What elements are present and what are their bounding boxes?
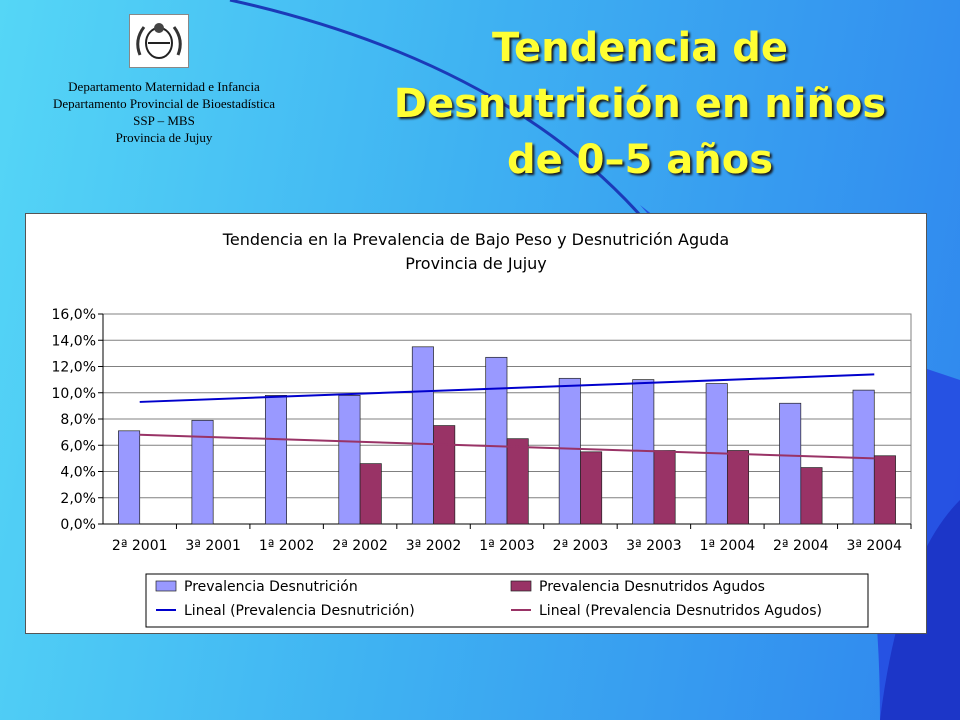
y-tick-label: 12,0% <box>52 360 96 376</box>
x-tick-label: 3ª 2002 <box>406 538 462 554</box>
x-tick-label: 2ª 2001 <box>112 538 168 554</box>
bar-prevalencia-desnutricion <box>485 356 508 525</box>
bar-prevalencia-agudos <box>800 467 823 525</box>
title-line: Tendencia de <box>492 25 788 71</box>
bar-prevalencia-agudos <box>727 450 750 525</box>
chart-container: Tendencia en la Prevalencia de Bajo Peso… <box>25 213 927 634</box>
x-tick-label: 1ª 2002 <box>259 538 315 554</box>
bar-prevalencia-desnutricion <box>338 395 361 525</box>
trendline <box>139 373 875 403</box>
bar-prevalencia-desnutricion <box>191 419 214 525</box>
x-tick-label: 2ª 2002 <box>332 538 388 554</box>
dept-line: SSP – MBS <box>133 113 195 128</box>
legend-label: Lineal (Prevalencia Desnutrición) <box>184 603 415 619</box>
bar-prevalencia-desnutricion <box>264 395 287 525</box>
bar-prevalencia-agudos <box>506 438 529 525</box>
legend-box <box>145 573 869 628</box>
x-tick-label: 3ª 2003 <box>626 538 682 554</box>
x-tick-label: 1ª 2004 <box>700 538 756 554</box>
y-tick-label: 8,0% <box>60 412 96 428</box>
bar-prevalencia-agudos <box>580 451 603 525</box>
y-tick-label: 14,0% <box>52 333 96 349</box>
title-line: Desnutrición en niños <box>393 81 887 127</box>
x-tick-label: 3ª 2004 <box>846 538 902 554</box>
y-tick-label: 2,0% <box>60 491 96 507</box>
slide-title: Tendencia de Desnutrición en niños de 0–… <box>340 20 940 188</box>
dept-line: Departamento Maternidad e Infancia <box>68 79 260 94</box>
bar-prevalencia-agudos <box>873 455 896 525</box>
bar-prevalencia-agudos <box>433 425 456 525</box>
x-tick-label: 1ª 2003 <box>479 538 535 554</box>
y-tick-label: 0,0% <box>60 517 96 533</box>
y-tick-label: 10,0% <box>52 386 96 402</box>
x-tick-label: 2ª 2003 <box>553 538 609 554</box>
legend-swatch <box>510 580 532 592</box>
y-tick-label: 6,0% <box>60 438 96 454</box>
title-line: de 0–5 años <box>506 137 774 183</box>
bar-prevalencia-agudos <box>653 450 676 525</box>
legend-label: Lineal (Prevalencia Desnutridos Agudos) <box>539 603 822 619</box>
y-tick-label: 16,0% <box>52 307 96 323</box>
bar-chart: Tendencia en la Prevalencia de Bajo Peso… <box>52 230 912 628</box>
chart-title: Tendencia en la Prevalencia de Bajo Peso… <box>222 230 729 249</box>
bar-prevalencia-desnutricion <box>779 402 802 525</box>
province-seal-logo <box>129 14 189 68</box>
bar-prevalencia-desnutricion <box>118 430 141 525</box>
bar-prevalencia-desnutricion <box>411 346 434 525</box>
legend-label: Prevalencia Desnutrición <box>184 579 358 595</box>
legend-label: Prevalencia Desnutridos Agudos <box>539 579 765 595</box>
dept-line: Departamento Provincial de Bioestadístic… <box>52 96 275 111</box>
department-info: Departamento Maternidad e Infancia Depar… <box>14 78 314 146</box>
trendline <box>139 433 875 460</box>
bar-prevalencia-desnutricion <box>558 377 581 525</box>
y-tick-label: 4,0% <box>60 465 96 481</box>
x-tick-label: 3ª 2001 <box>185 538 241 554</box>
bar-prevalencia-agudos <box>359 463 382 525</box>
chart-title: Provincia de Jujuy <box>405 254 547 273</box>
x-tick-label: 2ª 2004 <box>773 538 829 554</box>
legend-swatch <box>155 580 177 592</box>
dept-line: Provincia de Jujuy <box>115 130 213 145</box>
